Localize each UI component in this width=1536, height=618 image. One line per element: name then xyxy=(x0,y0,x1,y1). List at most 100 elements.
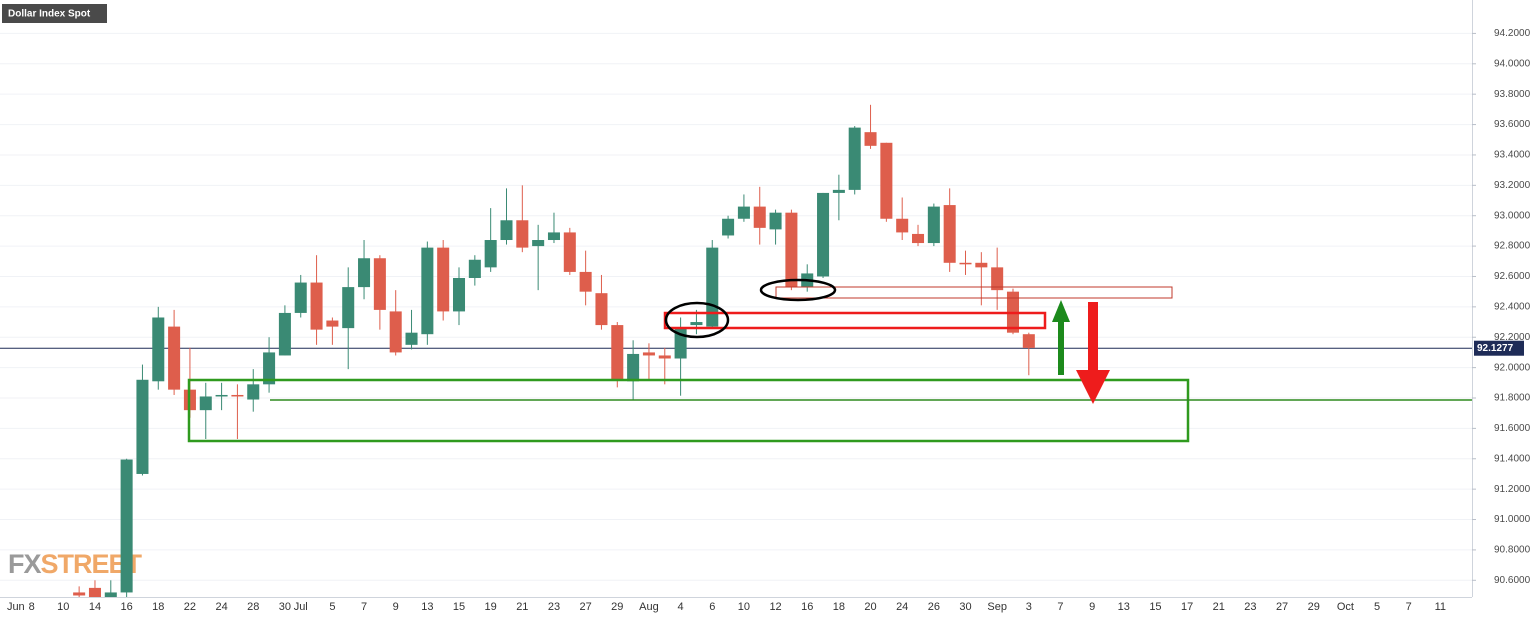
candle-body xyxy=(247,384,260,400)
candle-body xyxy=(532,240,545,247)
x-tick-label: 8 xyxy=(29,601,35,613)
x-tick-label: 29 xyxy=(1308,601,1320,613)
x-tick-label: 10 xyxy=(57,601,69,613)
candle-body xyxy=(310,282,323,330)
y-tick-label: 93.0000 xyxy=(1494,210,1531,221)
y-tick-label: 92.6000 xyxy=(1494,271,1531,282)
x-tick-label: 16 xyxy=(120,601,132,613)
candle-body xyxy=(880,142,893,219)
x-tick-label: 24 xyxy=(896,601,908,613)
x-tick-label: 28 xyxy=(247,601,259,613)
x-tick-label: 26 xyxy=(928,601,940,613)
title-box xyxy=(2,4,107,23)
highlight-ellipse xyxy=(664,301,730,339)
x-tick-label: 19 xyxy=(485,601,497,613)
x-tick-label: 9 xyxy=(393,601,399,613)
resistance-line xyxy=(775,286,1173,299)
candle-body xyxy=(864,132,877,146)
support-zone xyxy=(187,378,1190,443)
x-tick-label: 13 xyxy=(421,601,433,613)
x-tick-label: 3 xyxy=(1026,601,1032,613)
candle-body xyxy=(706,247,719,327)
x-tick-label: 10 xyxy=(738,601,750,613)
y-tick-label: 92.0000 xyxy=(1494,362,1531,373)
x-tick-label: 12 xyxy=(769,601,781,613)
candle-body xyxy=(421,247,434,335)
x-tick-label: 17 xyxy=(1181,601,1193,613)
up-arrow-shaft xyxy=(1058,320,1064,375)
up-arrow-head xyxy=(1052,300,1070,322)
candle-body xyxy=(785,212,798,288)
x-tick-label: Sep xyxy=(987,601,1007,613)
candle-body xyxy=(737,206,750,219)
candle-body xyxy=(832,189,845,193)
y-tick-label: 93.8000 xyxy=(1494,89,1531,100)
x-tick-label: 24 xyxy=(215,601,227,613)
x-tick-label: 11 xyxy=(1435,601,1446,613)
y-tick-label: 90.6000 xyxy=(1494,575,1531,586)
x-tick-label: 13 xyxy=(1118,601,1130,613)
y-tick-label: 91.0000 xyxy=(1494,514,1531,525)
candle-body xyxy=(753,206,766,228)
x-tick-label: 7 xyxy=(361,601,367,613)
y-tick-label: 94.2000 xyxy=(1494,28,1531,39)
x-tick-label: 18 xyxy=(833,601,845,613)
candle-body xyxy=(88,587,101,597)
candle-body xyxy=(547,232,560,241)
x-tick-label: 9 xyxy=(1089,601,1095,613)
candle-body xyxy=(959,262,972,265)
x-tick-label: 23 xyxy=(548,601,560,613)
y-tick-label: 93.4000 xyxy=(1494,150,1531,161)
candle-body xyxy=(152,317,165,382)
x-tick-label: 15 xyxy=(453,601,465,613)
candle-body xyxy=(722,218,735,236)
down-arrow-shaft xyxy=(1088,302,1098,372)
x-tick-label: 30 xyxy=(279,601,291,613)
grid xyxy=(0,32,1472,581)
y-tick-label: 90.8000 xyxy=(1494,545,1531,556)
candle-body xyxy=(991,267,1004,291)
candle-body xyxy=(104,592,117,597)
candle-body xyxy=(452,277,466,312)
candle-body xyxy=(769,212,782,230)
candle-body xyxy=(642,352,655,356)
candle-body xyxy=(484,240,497,268)
candle-body xyxy=(595,293,608,326)
x-tick-label: 5 xyxy=(329,601,335,613)
candle-body xyxy=(896,218,909,233)
x-tick-label: 30 xyxy=(959,601,971,613)
y-tick-label: 92.8000 xyxy=(1494,241,1531,252)
candle-body xyxy=(263,352,276,385)
x-tick-label: Jun xyxy=(7,601,25,613)
highlight-ellipse xyxy=(759,278,837,302)
x-tick-label: 22 xyxy=(184,601,196,613)
x-tick-label: 4 xyxy=(678,601,684,613)
x-tick-label: 7 xyxy=(1406,601,1412,613)
x-tick-label: 27 xyxy=(1276,601,1288,613)
annotations xyxy=(187,278,1472,443)
candle-body xyxy=(326,320,339,327)
y-tick-label: 91.2000 xyxy=(1494,484,1531,495)
candle-body xyxy=(373,258,386,310)
candle-body xyxy=(468,259,481,278)
last-price-label: 92.1277 xyxy=(1477,343,1514,354)
y-tick-label: 94.0000 xyxy=(1494,58,1531,69)
candle-body xyxy=(73,592,86,596)
candle-body xyxy=(437,247,450,312)
x-tick-label: Jul xyxy=(294,601,308,613)
candle-body xyxy=(817,192,830,277)
y-tick-label: 92.2000 xyxy=(1494,332,1531,343)
candle-body xyxy=(975,262,988,268)
x-tick-label: 20 xyxy=(864,601,876,613)
candle-body xyxy=(231,394,244,397)
y-tick-label: 93.6000 xyxy=(1494,119,1531,130)
x-tick-label: 21 xyxy=(1213,601,1225,613)
candle-body xyxy=(611,325,624,380)
last-price-box xyxy=(1474,340,1524,356)
x-tick-label: 15 xyxy=(1149,601,1161,613)
candle-body xyxy=(690,322,703,326)
watermark-prefix: FX xyxy=(8,549,41,579)
x-tick-label: 23 xyxy=(1244,601,1256,613)
candle-body xyxy=(389,311,402,353)
